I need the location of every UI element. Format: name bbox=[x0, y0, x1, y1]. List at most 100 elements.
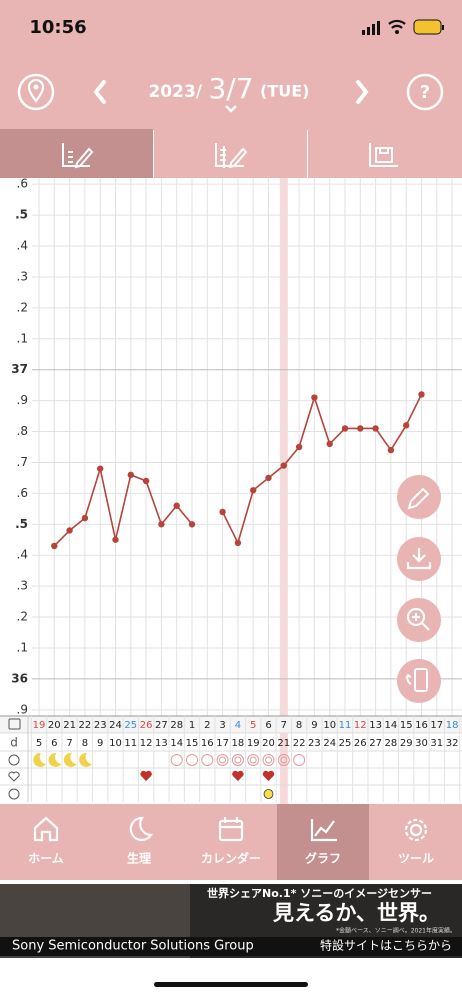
symptom-row-icon bbox=[8, 754, 20, 766]
cycle-day: 8 bbox=[82, 738, 88, 749]
header-weekday: (TUE) bbox=[260, 82, 309, 101]
symptom-icon bbox=[293, 754, 306, 766]
temperature-point bbox=[112, 536, 119, 543]
symptom-icon-inner bbox=[234, 756, 242, 764]
date-dropdown[interactable] bbox=[225, 105, 237, 113]
cycle-day: 9 bbox=[97, 738, 103, 749]
temperature-point bbox=[142, 477, 150, 485]
date-label: 23 bbox=[94, 720, 107, 731]
next-button[interactable] bbox=[356, 80, 369, 104]
cycle-day: 19 bbox=[247, 738, 260, 749]
symptom-icon-inner bbox=[265, 756, 272, 764]
y-tick-label: .3 bbox=[17, 579, 28, 593]
symptom-icon bbox=[277, 754, 290, 766]
cycle-day: 26 bbox=[354, 738, 367, 749]
temperature-point bbox=[234, 539, 242, 547]
date-label: 1 bbox=[189, 720, 195, 731]
date-label: 20 bbox=[48, 720, 61, 731]
y-tick-label: .4 bbox=[17, 548, 28, 562]
symptom-icon bbox=[186, 754, 198, 766]
calendar-row-icon bbox=[8, 718, 21, 730]
home-indicator bbox=[154, 982, 308, 987]
fab-download[interactable] bbox=[397, 537, 441, 581]
temperature-line bbox=[221, 394, 423, 546]
temperature-point bbox=[97, 465, 104, 472]
header-year: 2023/ bbox=[148, 82, 202, 102]
heart-icon bbox=[262, 770, 275, 781]
date-label: 17 bbox=[430, 720, 443, 731]
tab[interactable] bbox=[154, 129, 307, 178]
temperature-point bbox=[66, 527, 73, 534]
temperature-point bbox=[280, 462, 287, 469]
ad-strip bbox=[0, 937, 462, 956]
nav-label[interactable]: 生理 bbox=[127, 851, 151, 866]
period-icon bbox=[63, 752, 77, 767]
date-label: 12 bbox=[354, 720, 367, 731]
y-tick-label: .5 bbox=[15, 208, 28, 222]
y-tick-label: .2 bbox=[17, 610, 28, 624]
date-label: 2 bbox=[204, 720, 210, 731]
temperature-point bbox=[357, 425, 364, 432]
temperature-point bbox=[311, 394, 318, 401]
y-tick-label: .3 bbox=[17, 269, 28, 283]
cycle-day: 18 bbox=[232, 738, 245, 749]
fab-edit[interactable] bbox=[397, 475, 441, 519]
nav-label[interactable]: カレンダー bbox=[201, 851, 261, 866]
cycle-day: 31 bbox=[430, 738, 443, 749]
temperature-point bbox=[418, 391, 425, 398]
heart-icon bbox=[232, 770, 244, 781]
symptom-icon-inner bbox=[249, 756, 257, 764]
cycle-day: 25 bbox=[339, 738, 352, 749]
period-icon bbox=[33, 752, 46, 767]
temperature-point bbox=[250, 487, 257, 494]
bottom-nav: ホーム 生理 カレンダー グラフ ツール bbox=[28, 851, 434, 866]
header-date[interactable]: 3/7 bbox=[208, 72, 253, 105]
date-label: 28 bbox=[170, 720, 183, 731]
y-tick-label: 37 bbox=[11, 362, 28, 376]
temperature-point bbox=[341, 425, 349, 432]
cycle-day: 7 bbox=[66, 738, 72, 749]
date-label: 7 bbox=[281, 720, 287, 731]
date-label: 24 bbox=[109, 720, 122, 731]
fab-zoom[interactable] bbox=[397, 598, 441, 642]
date-label: 16 bbox=[415, 720, 428, 731]
cycle-day: 15 bbox=[186, 738, 199, 749]
y-tick-label: .6 bbox=[17, 177, 28, 191]
temperature-point bbox=[51, 542, 58, 550]
svg-text:?: ? bbox=[420, 82, 430, 103]
temperature-point bbox=[372, 425, 379, 432]
symptom-icon-inner bbox=[280, 756, 288, 764]
temperature-point bbox=[81, 514, 89, 522]
date-label: 19 bbox=[33, 720, 46, 731]
heart-icon bbox=[140, 770, 152, 781]
nav-label[interactable]: ホーム bbox=[28, 852, 64, 866]
nav-selected bbox=[277, 804, 369, 880]
cycle-day: 29 bbox=[400, 738, 413, 749]
ad-link[interactable]: 特設サイトはこちらから bbox=[320, 938, 452, 953]
y-tick-label: .9 bbox=[17, 702, 28, 716]
y-tick-label: .9 bbox=[17, 393, 28, 407]
help-button[interactable]: ? bbox=[406, 73, 444, 111]
cycle-day: 5 bbox=[36, 738, 42, 749]
temperature-point bbox=[158, 521, 165, 528]
period-icon bbox=[79, 752, 92, 767]
temperature-point bbox=[326, 440, 333, 448]
cycle-day: 13 bbox=[155, 738, 168, 749]
nav-label[interactable]: ツール bbox=[398, 852, 434, 866]
tab-selected[interactable] bbox=[0, 129, 153, 178]
date-label: 14 bbox=[385, 720, 398, 731]
cycle-day: 21 bbox=[277, 738, 290, 749]
prev-button[interactable] bbox=[93, 80, 106, 104]
date-label: 18 bbox=[446, 720, 459, 731]
date-label: 15 bbox=[400, 720, 413, 731]
location-button[interactable] bbox=[17, 73, 55, 111]
cycle-row-label: d bbox=[10, 736, 18, 750]
nav-label[interactable]: グラフ bbox=[305, 851, 341, 866]
y-tick-label: 36 bbox=[11, 671, 28, 685]
ad-company: Sony Semiconductor Solutions Group bbox=[12, 939, 254, 954]
date-label: 6 bbox=[265, 720, 271, 731]
nav-icons bbox=[33, 816, 428, 842]
fab-rotate[interactable] bbox=[397, 659, 441, 703]
temperature-point bbox=[219, 508, 226, 516]
